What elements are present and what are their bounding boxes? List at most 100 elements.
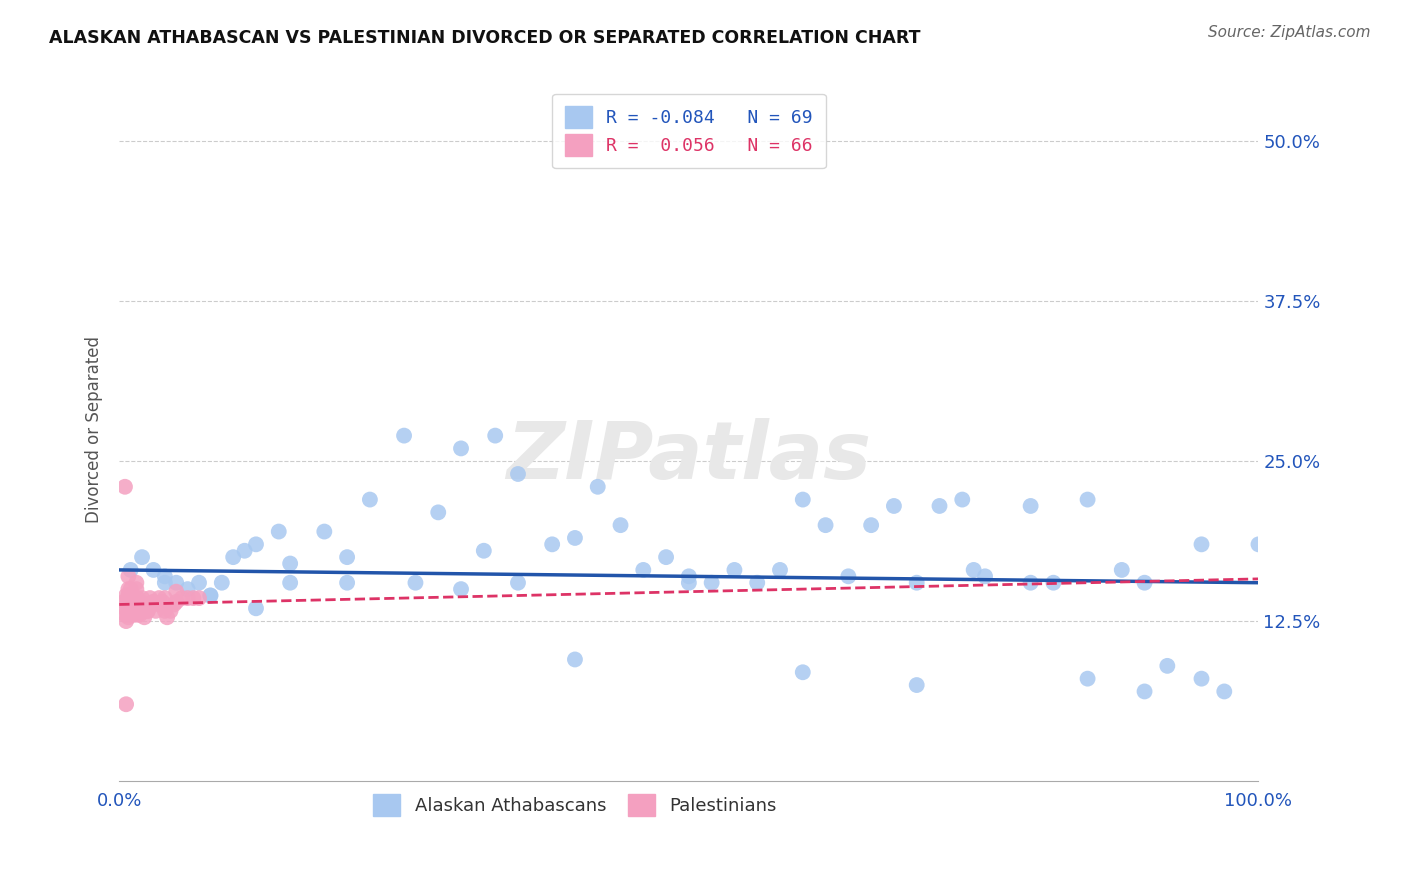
Point <box>181 591 204 605</box>
Point <box>1111 563 1133 577</box>
Point <box>792 492 814 507</box>
Point <box>472 543 495 558</box>
Point <box>950 492 973 507</box>
Point <box>404 575 426 590</box>
Point <box>114 607 136 622</box>
Point <box>1191 537 1213 551</box>
Point <box>165 584 187 599</box>
Point <box>117 607 139 622</box>
Point <box>114 480 136 494</box>
Point <box>153 604 176 618</box>
Point <box>118 607 141 622</box>
Point <box>233 543 256 558</box>
Point <box>245 601 267 615</box>
Point <box>860 518 883 533</box>
Point <box>586 480 609 494</box>
Point <box>128 598 150 612</box>
Point <box>153 575 176 590</box>
Point <box>723 563 745 577</box>
Point <box>152 595 174 609</box>
Point <box>117 582 139 596</box>
Point <box>769 563 792 577</box>
Point <box>814 518 837 533</box>
Text: Source: ZipAtlas.com: Source: ZipAtlas.com <box>1208 25 1371 40</box>
Point <box>747 575 769 590</box>
Point <box>905 575 928 590</box>
Point <box>700 575 723 590</box>
Point <box>541 537 564 551</box>
Point <box>392 428 415 442</box>
Point <box>163 598 186 612</box>
Point <box>122 595 145 609</box>
Point <box>176 582 198 596</box>
Point <box>678 569 700 583</box>
Point <box>159 604 181 618</box>
Point <box>678 575 700 590</box>
Legend: Alaskan Athabascans, Palestinians: Alaskan Athabascans, Palestinians <box>364 785 786 825</box>
Point <box>1247 537 1270 551</box>
Point <box>1042 575 1064 590</box>
Point <box>120 582 142 596</box>
Point <box>165 595 187 609</box>
Point <box>506 467 529 481</box>
Point <box>156 610 179 624</box>
Point <box>153 591 176 605</box>
Point <box>115 698 138 712</box>
Point <box>131 550 153 565</box>
Point <box>142 595 165 609</box>
Point <box>125 575 148 590</box>
Point <box>148 598 170 612</box>
Point <box>905 678 928 692</box>
Point <box>974 569 997 583</box>
Point <box>117 569 139 583</box>
Point <box>135 598 157 612</box>
Point <box>450 582 472 596</box>
Point <box>1133 575 1156 590</box>
Point <box>336 550 359 565</box>
Point <box>484 428 506 442</box>
Point <box>427 505 450 519</box>
Point <box>148 591 170 605</box>
Point <box>129 595 152 609</box>
Point <box>837 569 859 583</box>
Point <box>117 595 139 609</box>
Point <box>633 563 655 577</box>
Point <box>112 595 135 609</box>
Point <box>122 589 145 603</box>
Point <box>136 604 159 618</box>
Point <box>122 595 145 609</box>
Text: ZIPatlas: ZIPatlas <box>506 418 872 496</box>
Point <box>127 607 149 622</box>
Point <box>121 604 143 618</box>
Point <box>336 575 359 590</box>
Point <box>278 557 301 571</box>
Point <box>141 598 163 612</box>
Point <box>122 607 145 622</box>
Point <box>450 442 472 456</box>
Point <box>145 604 167 618</box>
Point <box>1213 684 1236 698</box>
Point <box>125 595 148 609</box>
Point <box>128 607 150 622</box>
Point <box>267 524 290 539</box>
Point <box>124 595 146 609</box>
Point <box>134 610 156 624</box>
Point <box>131 591 153 605</box>
Point <box>200 589 222 603</box>
Point <box>115 589 138 603</box>
Point <box>506 575 529 590</box>
Point <box>142 563 165 577</box>
Point <box>120 591 142 605</box>
Point <box>117 598 139 612</box>
Point <box>928 499 950 513</box>
Point <box>153 569 176 583</box>
Point <box>125 582 148 596</box>
Point <box>609 518 631 533</box>
Point <box>117 610 139 624</box>
Text: ALASKAN ATHABASCAN VS PALESTINIAN DIVORCED OR SEPARATED CORRELATION CHART: ALASKAN ATHABASCAN VS PALESTINIAN DIVORC… <box>49 29 921 46</box>
Point <box>165 575 187 590</box>
Point <box>188 591 211 605</box>
Point <box>314 524 336 539</box>
Point <box>120 591 142 605</box>
Point <box>963 563 986 577</box>
